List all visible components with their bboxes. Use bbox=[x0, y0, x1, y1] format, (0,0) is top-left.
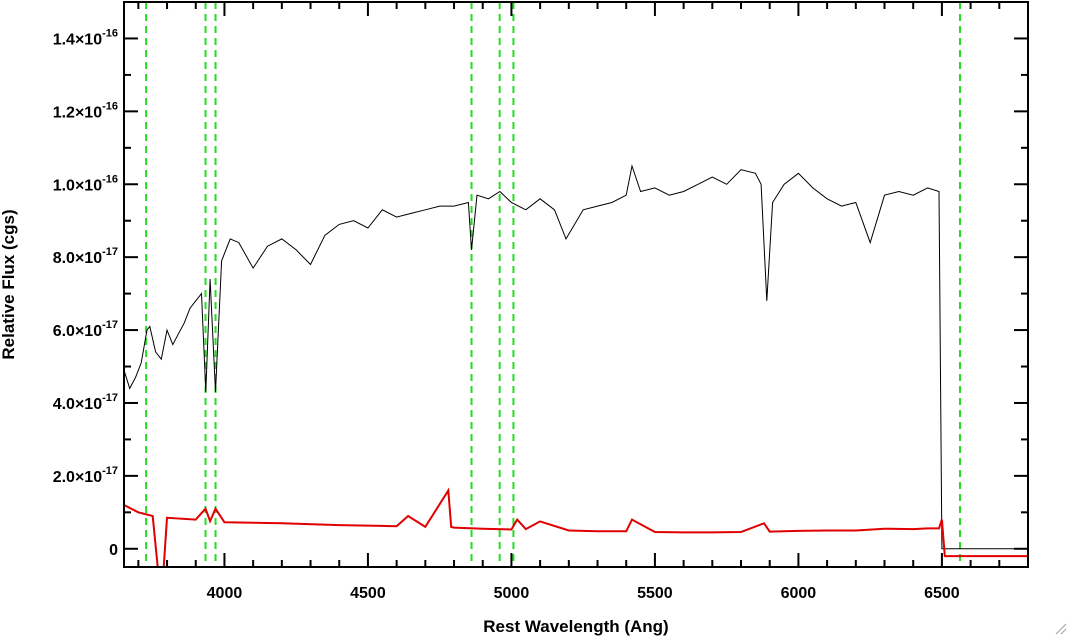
x-tick-label: 5500 bbox=[637, 585, 673, 602]
y-tick-label: 1.4×10-16 bbox=[53, 27, 118, 48]
y-tick-label: 1.0×10-16 bbox=[53, 173, 118, 194]
spectrum-series-group bbox=[124, 164, 1028, 567]
x-tick-label: 4500 bbox=[350, 585, 386, 602]
y-tick-label: 1.2×10-16 bbox=[53, 100, 118, 121]
axis-ticks bbox=[124, 0, 1029, 567]
resize-grip-icon[interactable] bbox=[1053, 621, 1067, 635]
x-tick-label: 4000 bbox=[207, 585, 243, 602]
plot-frame bbox=[123, 1, 1029, 568]
y-axis-title: Relative Flux (cgs) bbox=[0, 209, 18, 359]
x-axis-title: Rest Wavelength (Ang) bbox=[483, 617, 668, 636]
y-tick-label: 8.0×10-17 bbox=[53, 246, 118, 267]
y-tick-label: 2.0×10-17 bbox=[53, 465, 118, 486]
y-tick-label: 6.0×10-17 bbox=[53, 319, 118, 340]
y-tick-label: 4.0×10-17 bbox=[53, 392, 118, 413]
y-tick-label: 0 bbox=[109, 542, 118, 559]
emission-line-markers bbox=[145, 2, 961, 567]
error-series-line bbox=[124, 487, 1028, 567]
x-tick-label: 5000 bbox=[494, 585, 530, 602]
x-tick-label: 6500 bbox=[924, 585, 960, 602]
x-tick-label: 6000 bbox=[781, 585, 817, 602]
tick-labels: 4000 4500 5000 5500 6000 6500 0 2.0×10-17 4.0×10… bbox=[53, 27, 960, 602]
flux-series-line bbox=[124, 164, 1028, 550]
